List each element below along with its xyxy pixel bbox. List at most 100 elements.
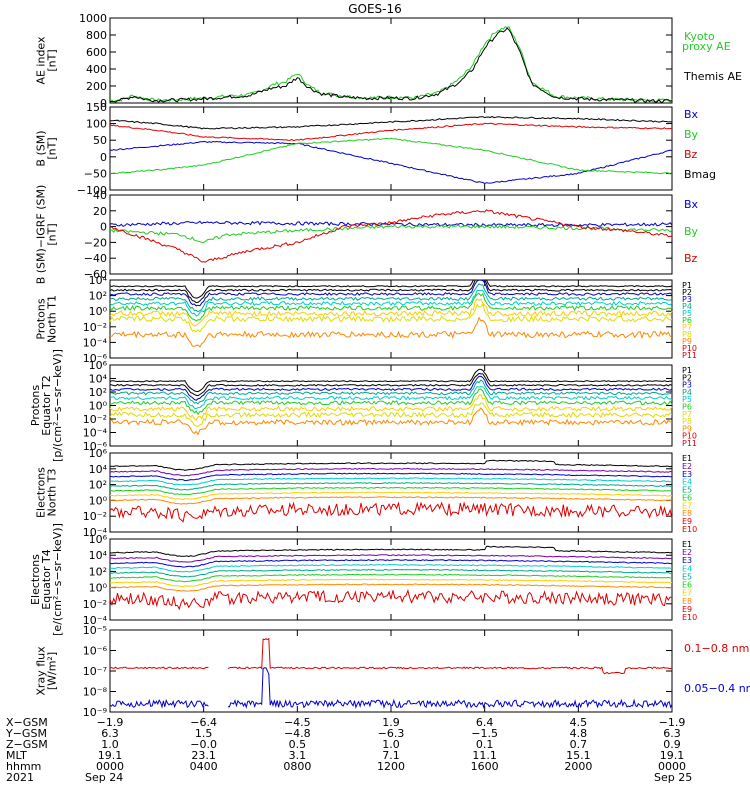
y-tick-label: 10⁶ (89, 447, 108, 460)
x-tick-label: 0800 (283, 760, 311, 773)
series-line (110, 700, 208, 707)
y-axis-label: North T1 (46, 295, 59, 343)
series-line (110, 210, 672, 262)
y-tick-label: 400 (86, 63, 107, 76)
chart-title: GOES-16 (348, 2, 402, 16)
y-axis-label: [W/m²] (46, 652, 59, 690)
legend-entry: Themis AE (683, 70, 742, 83)
y-tick-label: 10⁻⁵ (83, 624, 107, 637)
series-line (110, 318, 672, 347)
y-tick-label: 10⁻² (83, 321, 107, 334)
y-axis-label: North T3 (46, 469, 59, 517)
series-line (110, 225, 672, 242)
series-line (110, 565, 672, 572)
y-tick-label: 10⁻² (83, 598, 107, 611)
legend-entry: E10 (682, 525, 697, 534)
y-tick-label: 10⁰ (89, 400, 108, 413)
series-line (110, 408, 672, 435)
y-axis-label: [p/(cm²−s−sr−keV)] (51, 349, 64, 462)
legend-entry: E10 (682, 613, 697, 622)
x-row-label: 2021 (6, 771, 34, 784)
y-tick-label: 10⁻⁴ (83, 336, 108, 349)
series-line (110, 483, 672, 490)
panel-frame (110, 195, 672, 274)
series-line (110, 28, 672, 102)
y-axis-label: [nT] (46, 223, 59, 245)
y-tick-label: 10² (89, 565, 107, 578)
y-tick-label: 0 (100, 151, 107, 164)
series-line (110, 667, 208, 669)
y-tick-label: 0 (100, 221, 107, 234)
legend-entry: By (684, 128, 699, 141)
y-tick-label: 10⁻⁴ (83, 427, 108, 440)
series-line (110, 304, 672, 332)
legend-entry: Bx (684, 198, 699, 211)
legend-entry: 0.1−0.8 nm (684, 642, 749, 655)
x-tick-label: 0400 (190, 760, 218, 773)
y-tick-label: 10⁴ (89, 463, 108, 476)
y-tick-label: 800 (86, 29, 107, 42)
series-line (110, 590, 672, 609)
y-tick-label: 10⁴ (89, 549, 108, 562)
legend-entry: P11 (682, 439, 697, 448)
y-tick-label: 10⁻⁸ (83, 686, 108, 699)
y-tick-label: 10⁻⁷ (83, 665, 107, 678)
y-tick-label: −50 (84, 167, 107, 180)
y-axis-label: [nT] (46, 137, 59, 159)
y-axis-label: [e/(cm²−s−sr−keV)] (51, 523, 64, 636)
y-tick-label: 50 (93, 134, 107, 147)
series-line (110, 142, 672, 184)
panel-frame (110, 630, 672, 712)
y-tick-label: 10² (89, 290, 107, 303)
series-line (110, 584, 672, 591)
y-tick-label: 200 (86, 80, 107, 93)
y-tick-label: 10⁰ (89, 494, 108, 507)
y-tick-label: 10⁻² (83, 510, 107, 523)
y-tick-label: 1000 (79, 12, 107, 25)
x-tick-label: 1200 (377, 760, 405, 773)
x-tick-label: 1600 (471, 760, 499, 773)
series-line (110, 503, 672, 522)
legend-entry: 0.05−0.4 nm (684, 682, 750, 695)
legend-entry: P11 (682, 351, 697, 360)
legend-entry: Bz (684, 148, 698, 161)
y-tick-label: 10⁴ (89, 274, 108, 287)
y-tick-label: 10² (89, 386, 107, 399)
y-axis-label: [nT] (46, 49, 59, 71)
y-tick-label: 20 (93, 205, 107, 218)
legend-entry: By (684, 225, 699, 238)
series-line (110, 478, 672, 485)
x-tick-label: Sep 24 (85, 771, 123, 784)
legend-entry: Bx (684, 108, 699, 121)
y-tick-label: 10⁻² (83, 413, 107, 426)
y-tick-label: −20 (84, 236, 107, 249)
legend-entry: Bz (684, 252, 698, 265)
y-tick-label: 10⁴ (89, 373, 108, 386)
y-tick-label: 150 (86, 101, 107, 114)
y-tick-label: 10² (89, 479, 107, 492)
y-tick-label: 10⁶ (89, 359, 108, 372)
y-tick-label: 600 (86, 46, 107, 59)
x-tick-label: 2000 (564, 760, 592, 773)
y-tick-label: 10⁰ (89, 582, 108, 595)
y-tick-label: 100 (86, 118, 107, 131)
y-tick-label: 10⁻⁶ (83, 645, 108, 658)
y-tick-label: −40 (84, 252, 107, 265)
x-tick-label: Sep 25 (654, 771, 692, 784)
series-line (110, 497, 672, 504)
series-line (228, 639, 672, 674)
legend-entry: proxy AE (682, 40, 731, 53)
panel-frame (110, 18, 672, 103)
panel-frame (110, 107, 672, 190)
legend-entry: Bmag (684, 168, 716, 181)
y-tick-label: 40 (93, 189, 107, 202)
series-line (110, 380, 672, 404)
